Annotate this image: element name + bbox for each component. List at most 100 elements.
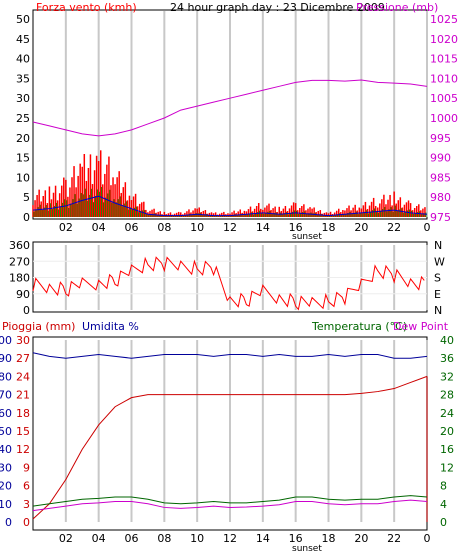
top-title: 24 hour graph day : 23 Dicembre 2009 — [170, 1, 385, 14]
top-left-axis: 0 5 10 15 20 25 30 35 40 45 50 — [16, 13, 30, 224]
y-tick-label: 18 — [16, 407, 30, 420]
wind-bars — [32, 150, 428, 217]
y-tick-label: 4 — [440, 498, 447, 511]
temperature-line — [32, 495, 428, 507]
x-tick-label: 12 — [223, 221, 237, 234]
direction-label: E — [434, 288, 441, 301]
direction-label: N — [434, 239, 442, 252]
x-tick-label: 08 — [157, 221, 171, 234]
x-tick-label: 0 — [424, 532, 431, 545]
y-tick-label: 975 — [430, 211, 451, 224]
y-tick-label: 1010 — [430, 72, 458, 85]
y-tick-label: 36 — [440, 352, 454, 365]
y-tick-label: 30 — [16, 334, 30, 347]
y-tick-label: 12 — [440, 461, 454, 474]
y-tick-label: 24 — [440, 407, 454, 420]
x-tick-label: 04 — [92, 221, 106, 234]
humidity-line — [32, 352, 428, 359]
x-tick-label: 16 — [289, 532, 303, 545]
x-tick-label: 06 — [125, 532, 139, 545]
y-tick-label: 100 — [0, 334, 12, 347]
x-tick-label: 12 — [223, 532, 237, 545]
y-tick-label: 8 — [440, 480, 447, 493]
y-tick-label: 270 — [9, 255, 30, 268]
x-tick-label: 10 — [190, 532, 204, 545]
y-tick-label: 28 — [440, 389, 454, 402]
y-tick-label: 45 — [16, 33, 30, 46]
y-tick-label: 40 — [16, 53, 30, 66]
y-tick-label: 90 — [16, 288, 30, 301]
humidity-label: Umidita % — [82, 320, 139, 333]
y-tick-label: 30 — [16, 92, 30, 105]
x-tick-label: 10 — [190, 221, 204, 234]
y-tick-label: 80 — [0, 370, 12, 383]
x-tick-label: 0 — [424, 221, 431, 234]
y-tick-label: 15 — [16, 152, 30, 165]
y-tick-label: 180 — [9, 272, 30, 285]
dew-point-label: Dew Point — [393, 320, 449, 333]
y-tick-label: 24 — [16, 370, 30, 383]
y-tick-label: 1020 — [430, 33, 458, 46]
y-tick-label: 12 — [16, 443, 30, 456]
y-tick-label: 1015 — [430, 53, 458, 66]
y-tick-label: 10 — [0, 498, 12, 511]
top-x-axis: 02 04 06 08 10 12 14 16 18 20 22 0 — [59, 221, 431, 234]
x-tick-label: 14 — [256, 532, 270, 545]
direction-label: W — [434, 255, 445, 268]
dew-point-line — [32, 499, 428, 512]
y-tick-label: 1005 — [430, 92, 458, 105]
wind-direction-line — [32, 256, 425, 311]
x-tick-label: 20 — [354, 532, 368, 545]
top-left-label: Forza vento (kmh) — [36, 1, 137, 14]
rain-axis: 0 3 6 9 12 15 18 21 24 27 30 — [16, 334, 30, 529]
mid-grid — [33, 245, 428, 310]
y-tick-label: 0 — [23, 211, 30, 224]
x-tick-label: 06 — [125, 221, 139, 234]
temperature-axis: 0 4 8 12 16 20 24 28 32 36 40 — [440, 334, 454, 529]
y-tick-label: 16 — [440, 443, 454, 456]
y-tick-label: 30 — [0, 461, 12, 474]
y-tick-label: 995 — [430, 132, 451, 145]
pressure-line — [32, 79, 428, 137]
y-tick-label: 35 — [16, 72, 30, 85]
x-tick-label: 04 — [92, 532, 106, 545]
y-tick-label: 27 — [16, 352, 30, 365]
humidity-axis: 0 10 20 30 40 50 60 70 80 90 100 — [0, 334, 12, 529]
top-right-label: Pressione (mb) — [356, 1, 438, 14]
y-tick-label: 9 — [23, 461, 30, 474]
y-tick-label: 20 — [440, 425, 454, 438]
y-tick-label: 60 — [0, 407, 12, 420]
y-tick-label: 50 — [0, 425, 12, 438]
y-tick-label: 0 — [5, 516, 12, 529]
y-tick-label: 90 — [0, 352, 12, 365]
top-sunset-label: sunset — [292, 232, 322, 242]
y-tick-label: 32 — [440, 370, 454, 383]
y-tick-label: 21 — [16, 389, 30, 402]
y-tick-label: 40 — [0, 443, 12, 456]
bottom-sunset-label: sunset — [292, 544, 322, 554]
direction-label: N — [434, 304, 442, 317]
y-tick-label: 50 — [16, 13, 30, 26]
x-tick-label: 18 — [322, 221, 336, 234]
y-tick-label: 985 — [430, 171, 451, 184]
x-tick-label: 16 — [289, 221, 303, 234]
rain-label: Pioggia (mm) — [2, 320, 75, 333]
x-tick-label: 20 — [354, 221, 368, 234]
mid-left-axis: 0 90 180 270 360 — [9, 239, 30, 317]
direction-label: S — [434, 272, 441, 285]
y-tick-label: 15 — [16, 425, 30, 438]
x-tick-label: 18 — [322, 532, 336, 545]
x-tick-label: 22 — [387, 532, 401, 545]
x-tick-label: 22 — [387, 221, 401, 234]
y-tick-label: 980 — [430, 191, 451, 204]
rain-line — [32, 375, 428, 520]
y-tick-label: 360 — [9, 239, 30, 252]
y-tick-label: 0 — [440, 516, 447, 529]
x-tick-label: 08 — [157, 532, 171, 545]
y-tick-label: 20 — [0, 480, 12, 493]
y-tick-label: 40 — [440, 334, 454, 347]
temperature-label: Temperatura (°C) — [311, 320, 407, 333]
x-tick-label: 02 — [59, 221, 73, 234]
